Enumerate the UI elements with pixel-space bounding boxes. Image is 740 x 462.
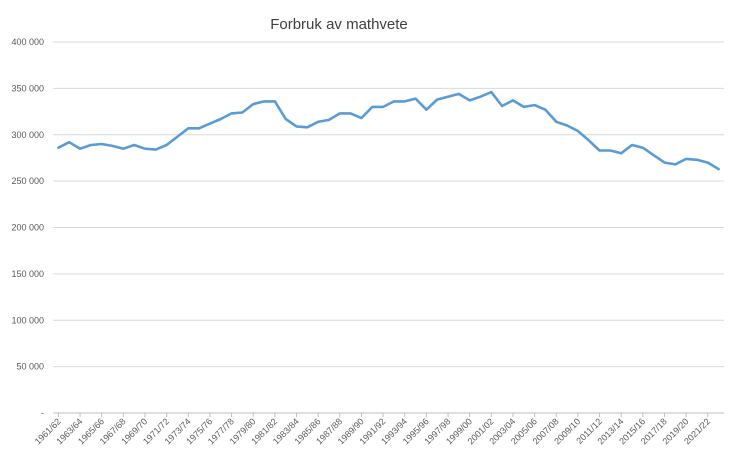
data-point bbox=[187, 127, 189, 129]
data-point bbox=[501, 105, 503, 107]
y-tick-label: 150 000 bbox=[11, 269, 44, 279]
data-point bbox=[685, 158, 687, 160]
y-tick-label: 200 000 bbox=[11, 223, 44, 233]
y-tick-label: 350 000 bbox=[11, 83, 44, 93]
data-point bbox=[306, 126, 308, 128]
data-point bbox=[133, 144, 135, 146]
data-point bbox=[122, 147, 124, 149]
x-axis: 1961/621963/641965/661967/681969/701971/… bbox=[33, 413, 712, 446]
data-point bbox=[414, 97, 416, 99]
data-point bbox=[490, 91, 492, 93]
data-point bbox=[620, 152, 622, 154]
data-point bbox=[479, 96, 481, 98]
data-point bbox=[90, 144, 92, 146]
series-line bbox=[57, 90, 720, 171]
data-point bbox=[328, 119, 330, 121]
data-point bbox=[382, 106, 384, 108]
data-point bbox=[707, 161, 709, 163]
data-point bbox=[588, 139, 590, 141]
chart-title: Forbruk av mathvete bbox=[270, 16, 408, 33]
y-tick-label: 400 000 bbox=[11, 37, 44, 47]
data-point bbox=[555, 121, 557, 123]
data-point bbox=[360, 117, 362, 119]
data-point bbox=[717, 168, 719, 170]
data-point bbox=[371, 106, 373, 108]
data-point bbox=[663, 161, 665, 163]
data-point bbox=[544, 109, 546, 111]
y-tick-label: 300 000 bbox=[11, 130, 44, 140]
data-point bbox=[512, 99, 514, 101]
data-point bbox=[241, 111, 243, 113]
data-point bbox=[198, 127, 200, 129]
data-point bbox=[468, 99, 470, 101]
data-point bbox=[696, 159, 698, 161]
data-point bbox=[533, 104, 535, 106]
data-point bbox=[101, 143, 103, 145]
data-point bbox=[230, 112, 232, 114]
data-point bbox=[674, 163, 676, 165]
data-point bbox=[144, 147, 146, 149]
data-point bbox=[155, 148, 157, 150]
data-point bbox=[577, 130, 579, 132]
data-point bbox=[393, 100, 395, 102]
data-point bbox=[317, 121, 319, 123]
y-tick-label: 50 000 bbox=[16, 362, 44, 372]
data-point bbox=[447, 96, 449, 98]
data-point bbox=[339, 112, 341, 114]
data-point bbox=[349, 112, 351, 114]
data-point bbox=[523, 106, 525, 108]
data-point bbox=[79, 147, 81, 149]
data-point bbox=[284, 118, 286, 120]
data-point bbox=[209, 122, 211, 124]
data-point bbox=[165, 144, 167, 146]
data-point bbox=[68, 141, 70, 143]
data-point bbox=[652, 154, 654, 156]
data-point bbox=[295, 125, 297, 127]
y-axis: - 50 000 100 000 150 000 200 000 250 000 300 0… bbox=[11, 37, 44, 418]
gridlines bbox=[53, 41, 724, 414]
data-point bbox=[458, 93, 460, 95]
data-point bbox=[111, 145, 113, 147]
y-tick-label: 100 000 bbox=[11, 315, 44, 325]
data-point bbox=[609, 149, 611, 151]
data-point bbox=[274, 100, 276, 102]
data-point bbox=[176, 135, 178, 137]
y-tick-label: 250 000 bbox=[11, 176, 44, 186]
data-point bbox=[252, 103, 254, 105]
data-point bbox=[404, 100, 406, 102]
data-point bbox=[425, 109, 427, 111]
y-tick-label: - bbox=[41, 408, 44, 418]
data-point bbox=[642, 147, 644, 149]
data-point bbox=[566, 124, 568, 126]
data-point bbox=[57, 147, 59, 149]
data-point bbox=[436, 98, 438, 100]
data-point bbox=[631, 144, 633, 146]
data-point bbox=[263, 100, 265, 102]
plot-area bbox=[57, 90, 720, 171]
data-point bbox=[598, 149, 600, 151]
data-point bbox=[220, 118, 222, 120]
